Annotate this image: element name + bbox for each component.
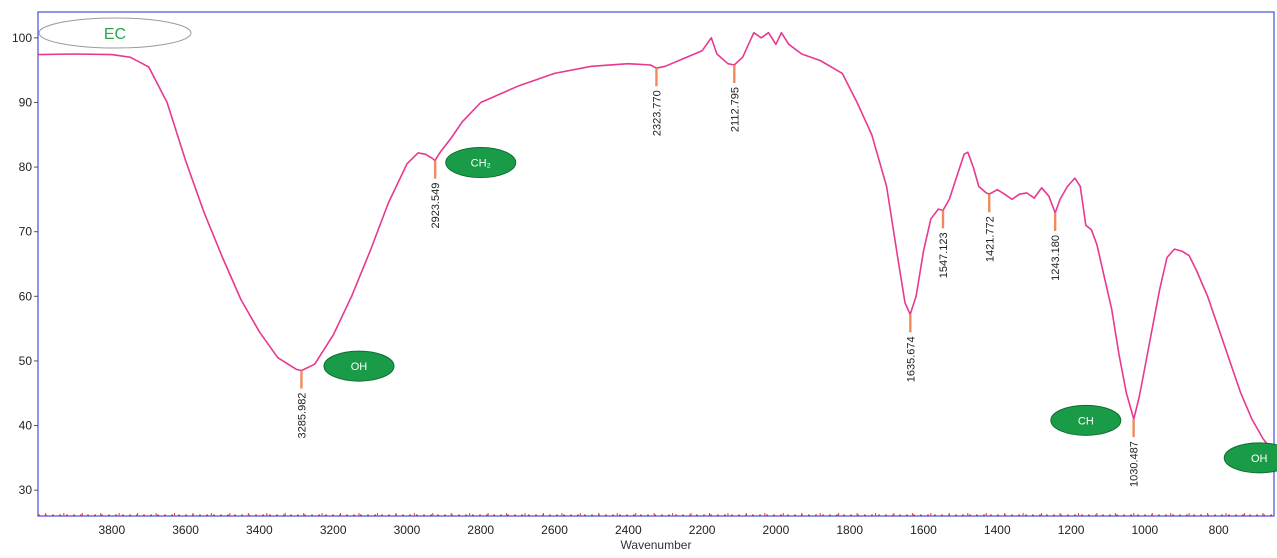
x-tick-label: 1000 — [1132, 523, 1159, 537]
group-badge-ellipse — [1223, 442, 1277, 474]
y-tick-label: 90 — [19, 95, 33, 109]
group-badge: OH — [1223, 442, 1277, 474]
peak-label: 1635.674 — [905, 336, 917, 382]
sample-label: EC — [38, 17, 192, 49]
x-axis-label: Wavenumber — [621, 538, 692, 552]
series-line — [37, 31, 1271, 449]
x-tick-label: 1600 — [910, 523, 937, 537]
y-tick-label: 80 — [19, 160, 33, 174]
x-tick-label: 800 — [1209, 523, 1229, 537]
x-axis: 3800 3600 3400 3200 3000 2800 2600 2400 2200 2000… — [38, 513, 1274, 537]
group-badge: CH — [1050, 404, 1122, 436]
x-tick-label: 2800 — [467, 523, 494, 537]
plot-frame — [37, 11, 1275, 517]
sample-label-ellipse — [38, 17, 192, 49]
x-tick-label: 2200 — [689, 523, 716, 537]
peak-label: 1547.123 — [938, 232, 950, 278]
y-tick-label: 70 — [19, 225, 33, 239]
y-axis: 30 40 50 60 70 80 90 100 — [12, 31, 38, 497]
group-badge-ellipse — [1050, 404, 1122, 436]
x-tick-label: 3400 — [246, 523, 273, 537]
group-badge-text: CH — [1078, 415, 1094, 427]
x-tick-label: 1200 — [1058, 523, 1085, 537]
x-tick-label: 2000 — [763, 523, 790, 537]
peak-label: 3285.982 — [296, 393, 308, 439]
peak-label: 2323.770 — [652, 90, 664, 136]
y-tick-label: 30 — [19, 483, 33, 497]
group-badge-ellipse — [445, 147, 517, 179]
group-badge: CH₂ — [445, 147, 517, 179]
peak-label: 1243.180 — [1050, 235, 1062, 281]
y-tick-label: 40 — [19, 419, 33, 433]
peak-label: 1030.487 — [1129, 441, 1141, 487]
x-tick-label: 3000 — [394, 523, 421, 537]
peak-label: 2923.549 — [430, 183, 442, 229]
group-badge: OH — [323, 350, 395, 382]
peak-label: 2112.795 — [729, 87, 741, 132]
y-tick-label: 50 — [19, 354, 33, 368]
group-annotations: OH CH₂ CH OH — [323, 147, 1277, 474]
group-badge-text: CH₂ — [471, 158, 491, 170]
x-tick-label: 3800 — [98, 523, 125, 537]
group-badge-text: OH — [351, 361, 368, 373]
peak-label: 1421.772 — [984, 216, 996, 262]
x-tick-label: 1400 — [984, 523, 1011, 537]
y-tick-label: 60 — [19, 289, 33, 303]
peak-labels: 3285.982 2923.549 2323.770 2112.795 1635.674… — [296, 64, 1141, 487]
y-tick-label: 100 — [12, 31, 32, 45]
x-tick-label: 1800 — [836, 523, 863, 537]
sample-label-text: EC — [104, 26, 126, 43]
x-tick-label: 3200 — [320, 523, 347, 537]
x-tick-label: 3600 — [172, 523, 199, 537]
x-tick-label: 2600 — [541, 523, 568, 537]
group-badge-text: OH — [1251, 453, 1268, 465]
x-tick-label: 2400 — [615, 523, 642, 537]
group-badge-ellipse — [323, 350, 395, 382]
